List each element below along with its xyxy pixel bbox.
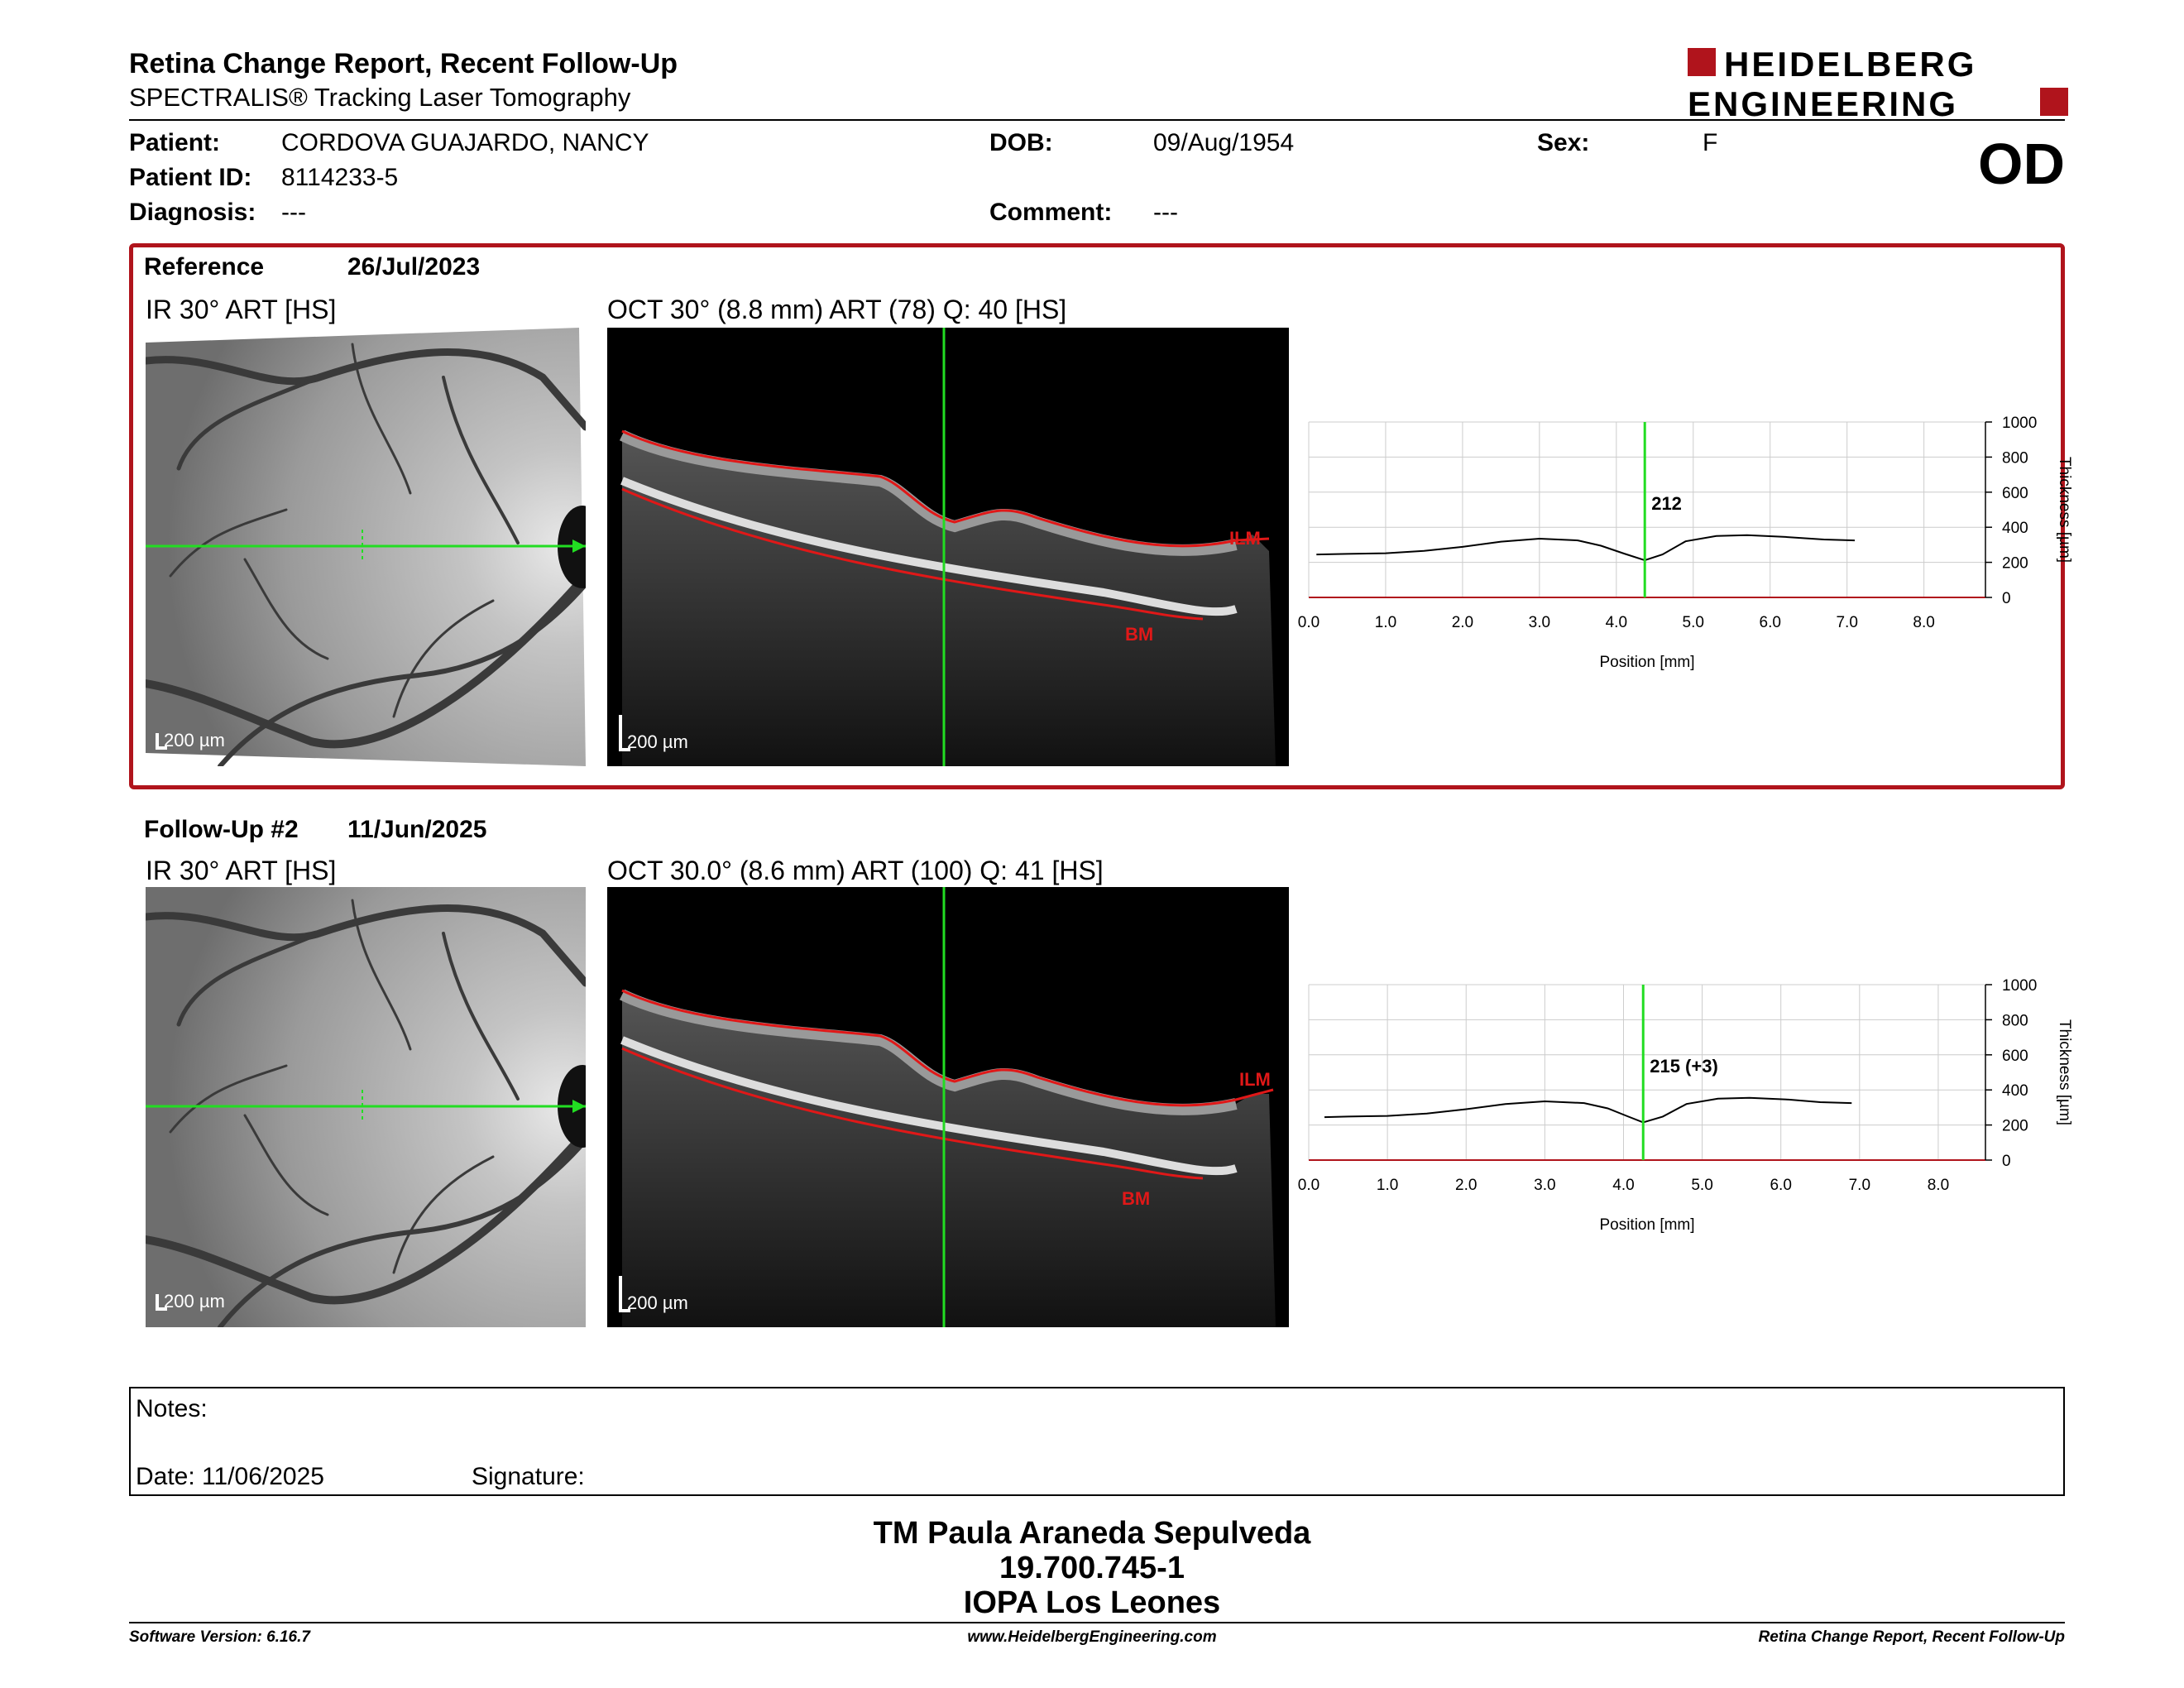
patient-name: CORDOVA GUAJARDO, NANCY xyxy=(281,129,649,156)
notes-date: Date: 11/06/2025 xyxy=(136,1463,324,1490)
x-tick-label: 2.0 xyxy=(1455,1177,1477,1194)
reference-oct-label: OCT 30° (8.8 mm) ART (78) Q: 40 [HS] xyxy=(607,295,1067,324)
reference-thickness-chart: 0 200 400 600 800 1000 0.0 1.0 2.0 3.0 4.0 5.0 6.0 7.… xyxy=(1298,415,2073,671)
patient-id-label: Patient ID: xyxy=(129,164,252,191)
operator-id: 19.700.745-1 xyxy=(999,1551,1185,1585)
report-subtitle: SPECTRALIS® Tracking Laser Tomography xyxy=(129,83,631,112)
followup-oct-scale: 200 µm xyxy=(619,1276,688,1314)
y-tick-label: 400 xyxy=(2002,520,2028,537)
x-tick-label: 1.0 xyxy=(1375,614,1396,631)
heidelberg-logo: HEIDELBERG ENGINEERING xyxy=(1688,45,2068,123)
notes-box[interactable] xyxy=(129,1387,2065,1496)
followup-oct-image[interactable]: ILM BM 200 µm xyxy=(607,887,1289,1327)
y-axis-label: Thickness [µm] xyxy=(2056,1019,2073,1125)
y-tick-label: 200 xyxy=(2002,1118,2028,1135)
y-tick-label: 400 xyxy=(2002,1082,2028,1100)
x-tick-label: 6.0 xyxy=(1760,614,1781,631)
dob-value: 09/Aug/1954 xyxy=(1153,129,1295,156)
x-tick-label: 1.0 xyxy=(1377,1177,1398,1194)
reference-date: 26/Jul/2023 xyxy=(347,253,481,281)
y-tick-label: 0 xyxy=(2002,590,2011,607)
patient-id: 8114233-5 xyxy=(281,164,399,191)
y-tick-label: 800 xyxy=(2002,449,2028,467)
x-tick-label: 4.0 xyxy=(1612,1177,1634,1194)
x-axis-label: Position [mm] xyxy=(1599,1216,1694,1234)
followup-ir-label: IR 30° ART [HS] xyxy=(146,856,337,885)
y-tick-label: 0 xyxy=(2002,1153,2011,1170)
x-tick-label: 5.0 xyxy=(1683,614,1704,631)
thickness-line xyxy=(1316,534,1856,562)
svg-text:BM: BM xyxy=(1122,1188,1150,1209)
diagnosis-label: Diagnosis: xyxy=(129,199,256,226)
y-tick-label: 200 xyxy=(2002,555,2028,573)
reference-oct-scale: 200 µm xyxy=(619,715,688,753)
notes-label: Notes: xyxy=(136,1395,208,1422)
followup-oct-label: OCT 30.0° (8.6 mm) ART (100) Q: 41 [HS] xyxy=(607,856,1104,885)
x-tick-label: 7.0 xyxy=(1849,1177,1870,1194)
software-version: Software Version: 6.16.7 xyxy=(129,1628,310,1646)
operator-institution: IOPA Los Leones xyxy=(963,1585,1221,1620)
x-tick-label: 6.0 xyxy=(1770,1177,1791,1194)
x-tick-label: 8.0 xyxy=(1928,1177,1949,1194)
svg-text:HEIDELBERG: HEIDELBERG xyxy=(1724,46,1976,84)
y-tick-label: 600 xyxy=(2002,1048,2028,1065)
x-tick-label: 0.0 xyxy=(1298,1177,1320,1194)
x-axis-label: Position [mm] xyxy=(1599,654,1694,671)
patient-label: Patient: xyxy=(129,129,221,156)
sex-value: F xyxy=(1703,129,1718,156)
svg-text:ILM: ILM xyxy=(1229,528,1261,549)
x-tick-label: 2.0 xyxy=(1452,614,1473,631)
reference-oct-image[interactable]: ILM BM 200 µm xyxy=(607,328,1289,766)
x-tick-label: 3.0 xyxy=(1529,614,1550,631)
reference-ir-label: IR 30° ART [HS] xyxy=(146,295,337,324)
eye-indicator: OD xyxy=(1978,132,2065,196)
x-tick-label: 7.0 xyxy=(1836,614,1857,631)
thickness-line xyxy=(1324,1096,1852,1124)
y-tick-label: 1000 xyxy=(2002,415,2037,432)
footer-report-name: Retina Change Report, Recent Follow-Up xyxy=(1758,1628,2065,1646)
x-tick-label: 5.0 xyxy=(1691,1177,1712,1194)
dob-label: DOB: xyxy=(989,129,1053,156)
svg-text:ENGINEERING: ENGINEERING xyxy=(1688,84,1958,119)
x-tick-label: 4.0 xyxy=(1606,614,1627,631)
operator-name: TM Paula Araneda Sepulveda xyxy=(873,1516,1311,1551)
sex-label: Sex: xyxy=(1537,129,1590,156)
followup-label: Follow-Up #2 xyxy=(144,816,299,843)
reference-ir-image[interactable]: 200 µm xyxy=(146,328,586,766)
followup-ir-image[interactable]: 200 µm xyxy=(146,887,586,1327)
y-tick-label: 800 xyxy=(2002,1012,2028,1029)
y-axis-label: Thickness [µm] xyxy=(2056,457,2073,563)
x-tick-label: 8.0 xyxy=(1913,614,1934,631)
reference-ir-scale: 200 µm xyxy=(156,730,225,751)
svg-text:BM: BM xyxy=(1125,624,1153,645)
y-tick-label: 600 xyxy=(2002,485,2028,502)
svg-text:ILM: ILM xyxy=(1239,1069,1271,1090)
marker-value: 212 xyxy=(1651,493,1682,514)
followup-thickness-chart: 0 200 400 600 800 1000 0.0 1.0 2.0 3.0 4.0 5.0 6.0 7.… xyxy=(1298,977,2073,1234)
report-title: Retina Change Report, Recent Follow-Up xyxy=(129,48,678,79)
comment-value: --- xyxy=(1153,199,1178,226)
x-tick-label: 0.0 xyxy=(1298,614,1320,631)
comment-label: Comment: xyxy=(989,199,1113,226)
diagnosis-value: --- xyxy=(281,199,306,226)
signature-label: Signature: xyxy=(472,1463,585,1490)
followup-date: 11/Jun/2025 xyxy=(347,816,487,843)
marker-value: 215 (+3) xyxy=(1650,1056,1718,1077)
x-tick-label: 3.0 xyxy=(1534,1177,1555,1194)
y-tick-label: 1000 xyxy=(2002,977,2037,995)
website-link[interactable]: www.HeidelbergEngineering.com xyxy=(967,1628,1217,1646)
reference-label: Reference xyxy=(144,253,265,281)
reference-frame xyxy=(129,243,2065,789)
followup-ir-scale: 200 µm xyxy=(156,1291,225,1312)
